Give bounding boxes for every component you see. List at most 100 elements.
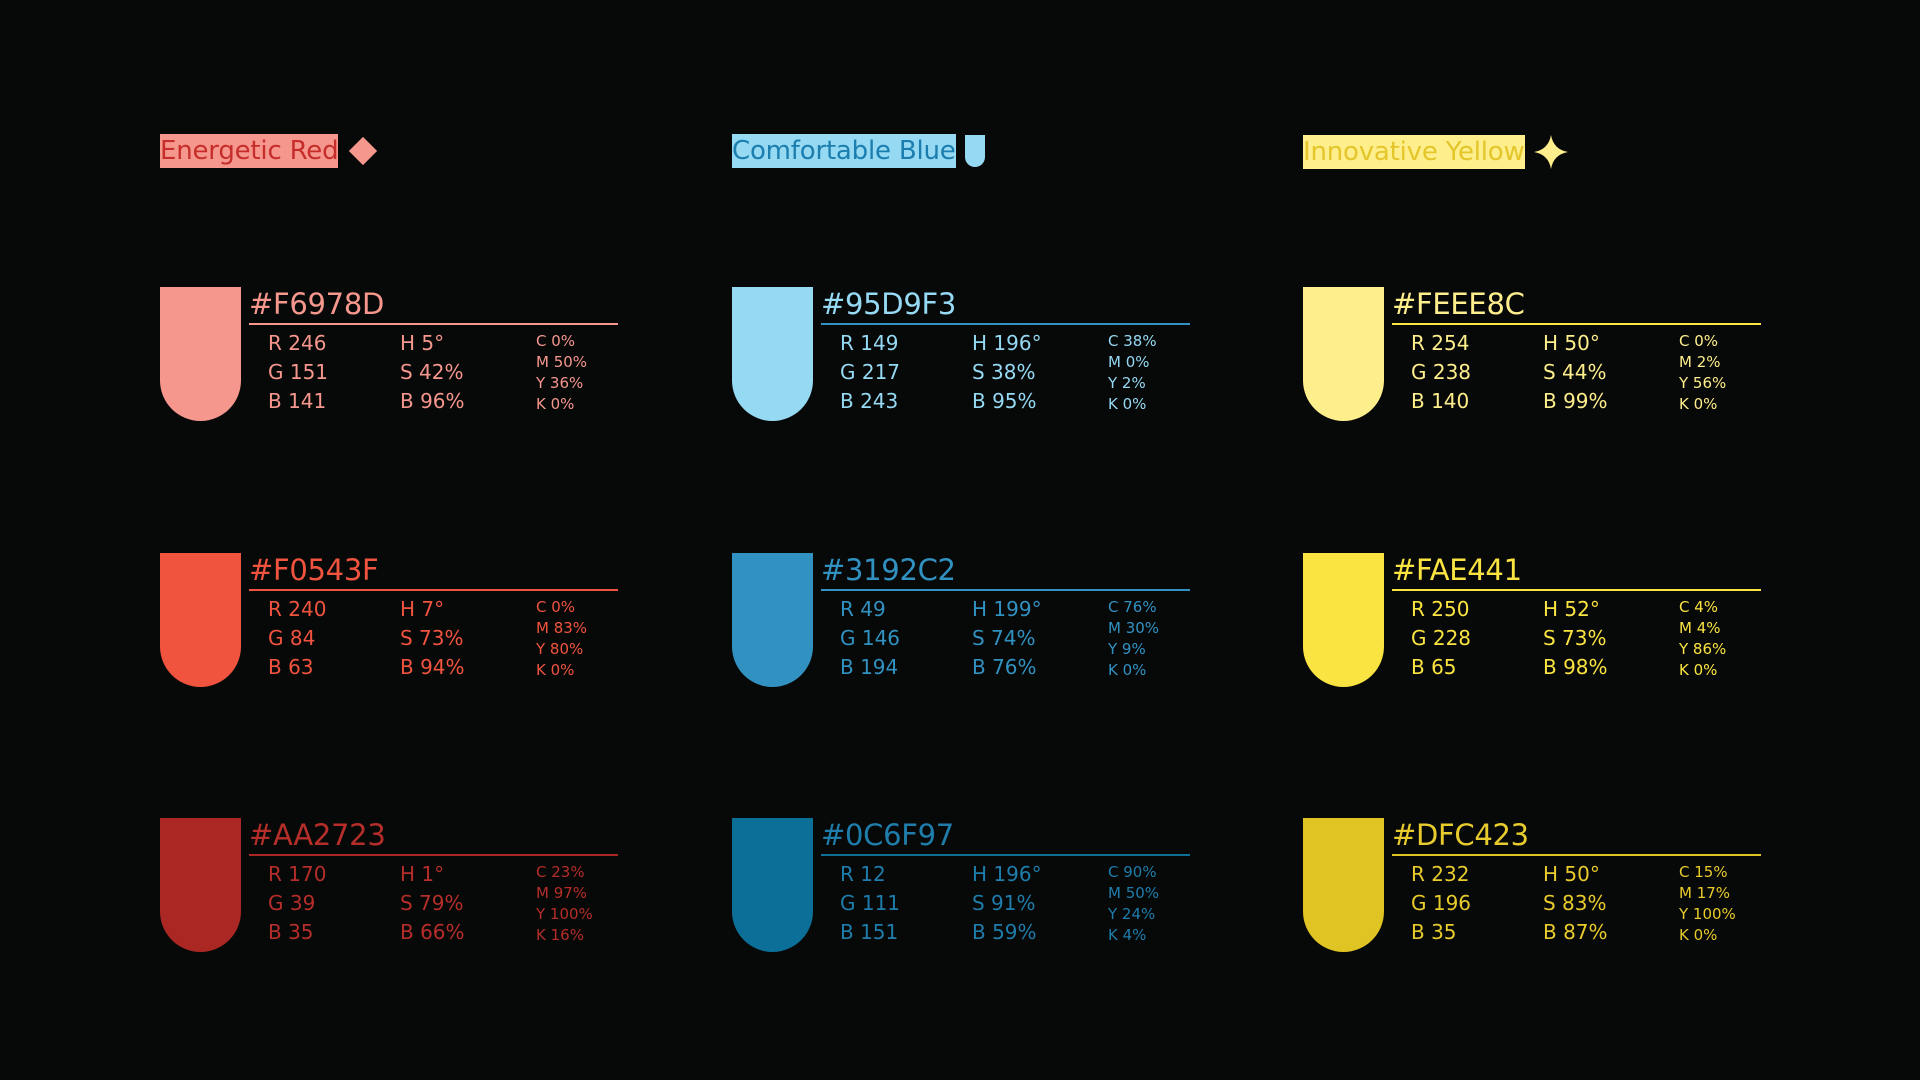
cmyk-values: C 0% M 83% Y 80% K 0% [536, 597, 587, 681]
rgb-values: R 12 G 111 B 151 [840, 860, 900, 947]
cmyk-m: M 50% [1108, 884, 1160, 902]
cmyk-k: K 0% [1679, 926, 1718, 944]
hsb-b: B 95% [972, 389, 1037, 413]
rgb-r: R 254 [1411, 331, 1470, 355]
hsb-s: S 42% [400, 360, 464, 384]
rgb-g: G 84 [268, 626, 316, 650]
cmyk-k: K 4% [1108, 926, 1147, 944]
drop-icon [964, 134, 986, 168]
rgb-values: R 232 G 196 B 35 [1411, 860, 1471, 947]
swatch-row: #0C6F97 R 12 G 111 B 151 H 196° S 91% B … [732, 818, 1202, 958]
hsb-values: H 199° S 74% B 76% [972, 595, 1042, 682]
hsb-s: S 38% [972, 360, 1036, 384]
hsb-h: H 196° [972, 862, 1042, 886]
group-title-label: Comfortable Blue [732, 134, 956, 168]
rgb-r: R 170 [268, 862, 327, 886]
hex-code: #0C6F97 [821, 818, 954, 852]
hsb-s: S 74% [972, 626, 1036, 650]
rgb-r: R 149 [840, 331, 899, 355]
sparkle-icon [1533, 134, 1569, 170]
cmyk-y: Y 100% [536, 905, 593, 923]
rgb-values: R 170 G 39 B 35 [268, 860, 326, 947]
rgb-r: R 12 [840, 862, 886, 886]
cmyk-c: C 76% [1108, 598, 1157, 616]
swatch-row: #3192C2 R 49 G 146 B 194 H 199° S 74% B … [732, 553, 1202, 693]
swatch-row: #FAE441 R 250 G 228 B 65 H 52° S 73% B 9… [1303, 553, 1773, 693]
rgb-r: R 232 [1411, 862, 1470, 886]
rgb-g: G 196 [1411, 891, 1472, 915]
rgb-values: R 49 G 146 B 194 [840, 595, 900, 682]
cmyk-k: K 16% [536, 926, 584, 944]
rgb-g: G 228 [1411, 626, 1472, 650]
hex-code: #F0543F [249, 553, 379, 587]
rgb-g: G 39 [268, 891, 316, 915]
rgb-values: R 240 G 84 B 63 [268, 595, 326, 682]
rgb-b: B 35 [268, 920, 314, 944]
cmyk-m: M 17% [1679, 884, 1731, 902]
group-title-yellow: Innovative Yellow [1303, 134, 1569, 170]
cmyk-c: C 4% [1679, 598, 1719, 616]
hsb-h: H 7° [400, 597, 445, 621]
cmyk-k: K 0% [1108, 661, 1147, 679]
hsb-b: B 66% [400, 920, 465, 944]
rgb-values: R 254 G 238 B 140 [1411, 329, 1471, 416]
hsb-h: H 1° [400, 862, 445, 886]
group-title-red: Energetic Red [160, 134, 380, 168]
cmyk-c: C 90% [1108, 863, 1157, 881]
hex-code: #FEEE8C [1392, 287, 1525, 321]
cmyk-values: C 76% M 30% Y 9% K 0% [1108, 597, 1159, 681]
hsb-values: H 50° S 83% B 87% [1543, 860, 1608, 947]
hsb-b: B 98% [1543, 655, 1608, 679]
hex-code: #FAE441 [1392, 553, 1522, 587]
rgb-values: R 246 G 151 B 141 [268, 329, 328, 416]
rgb-b: B 141 [268, 389, 327, 413]
swatch-row: #F6978D R 246 G 151 B 141 H 5° S 42% B 9… [160, 287, 630, 427]
group-title-label: Energetic Red [160, 134, 339, 168]
hsb-s: S 79% [400, 891, 464, 915]
palette-group-yellow: Innovative Yellow #FEEE8C R 254 G 238 B … [1303, 0, 1773, 1080]
cmyk-c: C 0% [1679, 332, 1719, 350]
hsb-h: H 50° [1543, 862, 1600, 886]
hsb-h: H 52° [1543, 597, 1600, 621]
rgb-g: G 238 [1411, 360, 1472, 384]
hsb-b: B 96% [400, 389, 465, 413]
cmyk-m: M 2% [1679, 353, 1721, 371]
color-swatch [732, 818, 813, 952]
rgb-g: G 217 [840, 360, 901, 384]
cmyk-c: C 23% [536, 863, 585, 881]
cmyk-y: Y 80% [536, 640, 584, 658]
hsb-h: H 199° [972, 597, 1042, 621]
color-swatch [160, 287, 241, 421]
cmyk-k: K 0% [536, 395, 575, 413]
cmyk-y: Y 56% [1679, 374, 1727, 392]
cmyk-y: Y 24% [1108, 905, 1156, 923]
swatch-row: #AA2723 R 170 G 39 B 35 H 1° S 79% B 66%… [160, 818, 630, 958]
hsb-s: S 83% [1543, 891, 1607, 915]
color-swatch [732, 287, 813, 421]
color-swatch [1303, 818, 1384, 952]
rgb-r: R 240 [268, 597, 327, 621]
cmyk-values: C 38% M 0% Y 2% K 0% [1108, 331, 1157, 415]
cmyk-m: M 50% [536, 353, 588, 371]
color-swatch [1303, 287, 1384, 421]
rgb-g: G 146 [840, 626, 901, 650]
rgb-values: R 250 G 228 B 65 [1411, 595, 1471, 682]
hsb-s: S 73% [1543, 626, 1607, 650]
hsb-h: H 5° [400, 331, 445, 355]
hsb-b: B 59% [972, 920, 1037, 944]
rgb-b: B 140 [1411, 389, 1470, 413]
swatch-row: #DFC423 R 232 G 196 B 35 H 50° S 83% B 8… [1303, 818, 1773, 958]
hsb-s: S 44% [1543, 360, 1607, 384]
cmyk-c: C 0% [536, 598, 576, 616]
group-title-blue: Comfortable Blue [732, 134, 986, 168]
cmyk-m: M 83% [536, 619, 588, 637]
cmyk-m: M 0% [1108, 353, 1150, 371]
cmyk-m: M 30% [1108, 619, 1160, 637]
color-swatch [1303, 553, 1384, 687]
cmyk-values: C 0% M 2% Y 56% K 0% [1679, 331, 1726, 415]
cmyk-values: C 15% M 17% Y 100% K 0% [1679, 862, 1736, 946]
hsb-values: H 52° S 73% B 98% [1543, 595, 1608, 682]
hsb-s: S 91% [972, 891, 1036, 915]
rgb-b: B 194 [840, 655, 899, 679]
hsb-values: H 1° S 79% B 66% [400, 860, 465, 947]
